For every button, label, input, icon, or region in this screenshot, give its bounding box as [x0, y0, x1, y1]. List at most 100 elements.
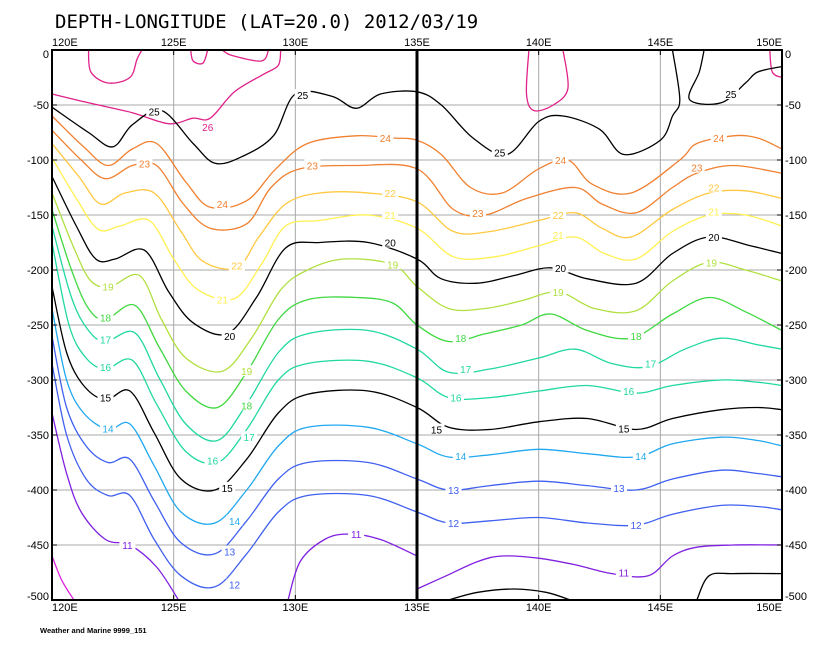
contour-label: 19 [241, 367, 253, 378]
contour-label-bg [226, 514, 243, 526]
contour-label-bg [710, 132, 727, 143]
contour-label: 24 [555, 156, 567, 167]
contour-label: 15 [618, 424, 630, 435]
contour-label: 13 [613, 484, 625, 495]
x-tick-label-bottom: 135E [404, 602, 430, 614]
x-tick-label-bottom: 150E [756, 602, 782, 614]
contour-label: 16 [100, 363, 112, 374]
contour-label: 23 [139, 159, 151, 170]
contour-label-bg [221, 545, 238, 557]
y-tick-label-left: -150 [27, 210, 49, 222]
x-tick-label-bottom: 125E [161, 602, 187, 614]
contour-label: 23 [691, 164, 703, 175]
contour-line-26 [51, 49, 282, 125]
footer-credit: Weather and Marine 9999_151 [40, 626, 147, 635]
contour-label-bg [628, 519, 644, 531]
contour-line-11 [416, 544, 783, 590]
contour-label-bg [491, 146, 508, 158]
contour-label: 20 [708, 233, 720, 244]
x-tick-label-top: 150E [756, 37, 782, 49]
contour-label: 21 [385, 211, 397, 222]
y-tick-label-left: -450 [27, 540, 49, 552]
contour-line-10 [51, 555, 75, 601]
contour-label: 22 [385, 189, 397, 200]
x-tick-label-top: 135E [404, 37, 430, 49]
contour-label: 18 [455, 334, 467, 345]
contour-label: 13 [448, 486, 460, 497]
contour-label-bg [226, 578, 243, 590]
contour-label: 18 [100, 313, 112, 324]
y-tick-label-right: -50 [785, 100, 801, 112]
contour-line-10 [448, 588, 571, 601]
contour-label: 25 [149, 108, 161, 119]
contour-line-12 [51, 363, 783, 589]
contour-label-bg [219, 481, 236, 493]
contour-line-26 [190, 49, 209, 65]
contour-label-bg [377, 132, 394, 143]
contour-line-25 [51, 49, 681, 165]
contour-label: 15 [222, 484, 234, 495]
contour-label-bg [294, 89, 311, 101]
contour-label-bg [703, 256, 720, 268]
contour-label-bg [382, 209, 399, 220]
contour-line-26 [769, 49, 783, 79]
contour-label-bg [97, 333, 114, 345]
contour-label: 26 [202, 123, 214, 134]
contour-label-bg [228, 259, 245, 271]
y-tick-label-left: -500 [27, 591, 49, 603]
contour-label-bg [304, 159, 321, 171]
contour-label-bg [445, 517, 462, 528]
chart-title: DEPTH-LONGITUDE (LAT=20.0) 2012/03/19 [55, 11, 478, 33]
contour-label-bg [136, 157, 153, 169]
contour-label-bg [445, 484, 462, 495]
contour-label: 15 [100, 394, 112, 405]
contour-label-bg [241, 431, 258, 443]
contour-label-bg [382, 187, 399, 198]
contour-label-bg [214, 293, 231, 305]
contour-label-bg [452, 449, 469, 461]
y-tick-label-right: -500 [785, 591, 807, 603]
contour-label-bg [620, 385, 637, 396]
y-tick-label-left: -200 [27, 265, 49, 277]
y-tick-label-left: -250 [27, 320, 49, 332]
contour-label: 23 [472, 209, 484, 220]
contour-label: 22 [231, 262, 243, 273]
contour-line-26 [221, 49, 270, 62]
contour-line-15 [51, 286, 783, 492]
contour-line-10 [696, 572, 783, 601]
y-tick-label-right: -350 [785, 430, 807, 442]
contour-label-bg [214, 198, 231, 209]
contour-label-bg [119, 539, 136, 550]
contour-label-bg [221, 330, 238, 341]
contour-label: 15 [431, 426, 443, 437]
contour-label-bg [382, 236, 399, 248]
contour-label-bg [457, 363, 474, 374]
contour-label-bg [97, 360, 114, 372]
contour-label: 21 [217, 296, 229, 307]
contour-label: 11 [122, 541, 133, 552]
contour-label-bg [238, 365, 255, 377]
x-tick-label-bottom: 140E [526, 602, 552, 614]
contour-label: 16 [623, 387, 635, 398]
x-tick-label-bottom: 130E [282, 602, 308, 614]
contour-label-bg [552, 154, 569, 165]
contour-label: 19 [102, 283, 114, 294]
contour-label-bg [642, 357, 659, 369]
y-tick-label-left: 0 [43, 49, 49, 61]
contour-label: 24 [217, 200, 229, 211]
contour-label: 14 [455, 452, 467, 463]
contour-label: 16 [450, 394, 462, 405]
contour-label-bg [552, 261, 569, 273]
contour-label: 16 [207, 456, 219, 467]
contour-label-bg [452, 332, 469, 344]
x-tick-label-bottom: 120E [52, 602, 78, 614]
contour-label-bg [705, 231, 722, 242]
contour-label-bg [204, 454, 221, 466]
contour-label: 25 [297, 91, 309, 102]
y-tick-label-left: -50 [33, 100, 49, 112]
contour-label: 21 [553, 231, 565, 242]
contour-label-bg [469, 206, 486, 218]
contour-label: 12 [448, 519, 460, 530]
contour-label: 12 [630, 521, 642, 532]
